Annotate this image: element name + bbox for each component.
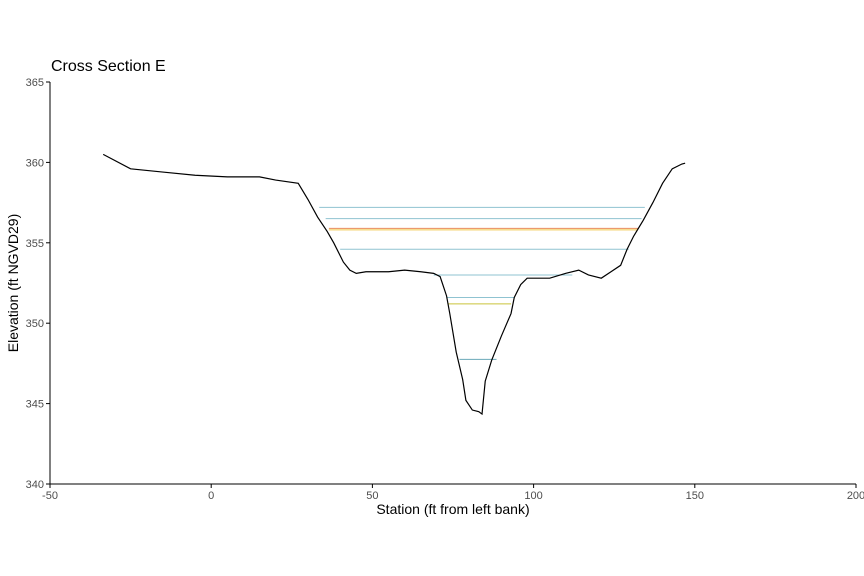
x-tick-label: -50 [42,490,58,502]
x-tick-label: 50 [366,490,378,502]
y-tick-label: 355 [26,238,44,250]
x-tick-label: 0 [208,490,214,502]
x-tick-label: 150 [686,490,704,502]
y-tick-label: 345 [26,399,44,411]
x-tick-label: 200 [847,490,864,502]
chart-title: Cross Section E [51,58,166,75]
y-axis-ticks: 340 345 350 355 360 365 [26,77,50,491]
y-axis-title: Elevation (ft NGVD29) [5,214,21,353]
y-tick-label: 350 [26,318,44,330]
y-tick-label: 365 [26,77,44,89]
x-axis-ticks: -50 0 50 100 150 200 [42,484,864,502]
y-tick-label: 360 [26,157,44,169]
ground-profile-line [102,153,686,416]
x-tick-label: 100 [524,490,542,502]
water-surface-lines [319,206,645,360]
x-axis-title: Station (ft from left bank) [376,501,529,517]
y-tick-label: 340 [26,479,44,491]
